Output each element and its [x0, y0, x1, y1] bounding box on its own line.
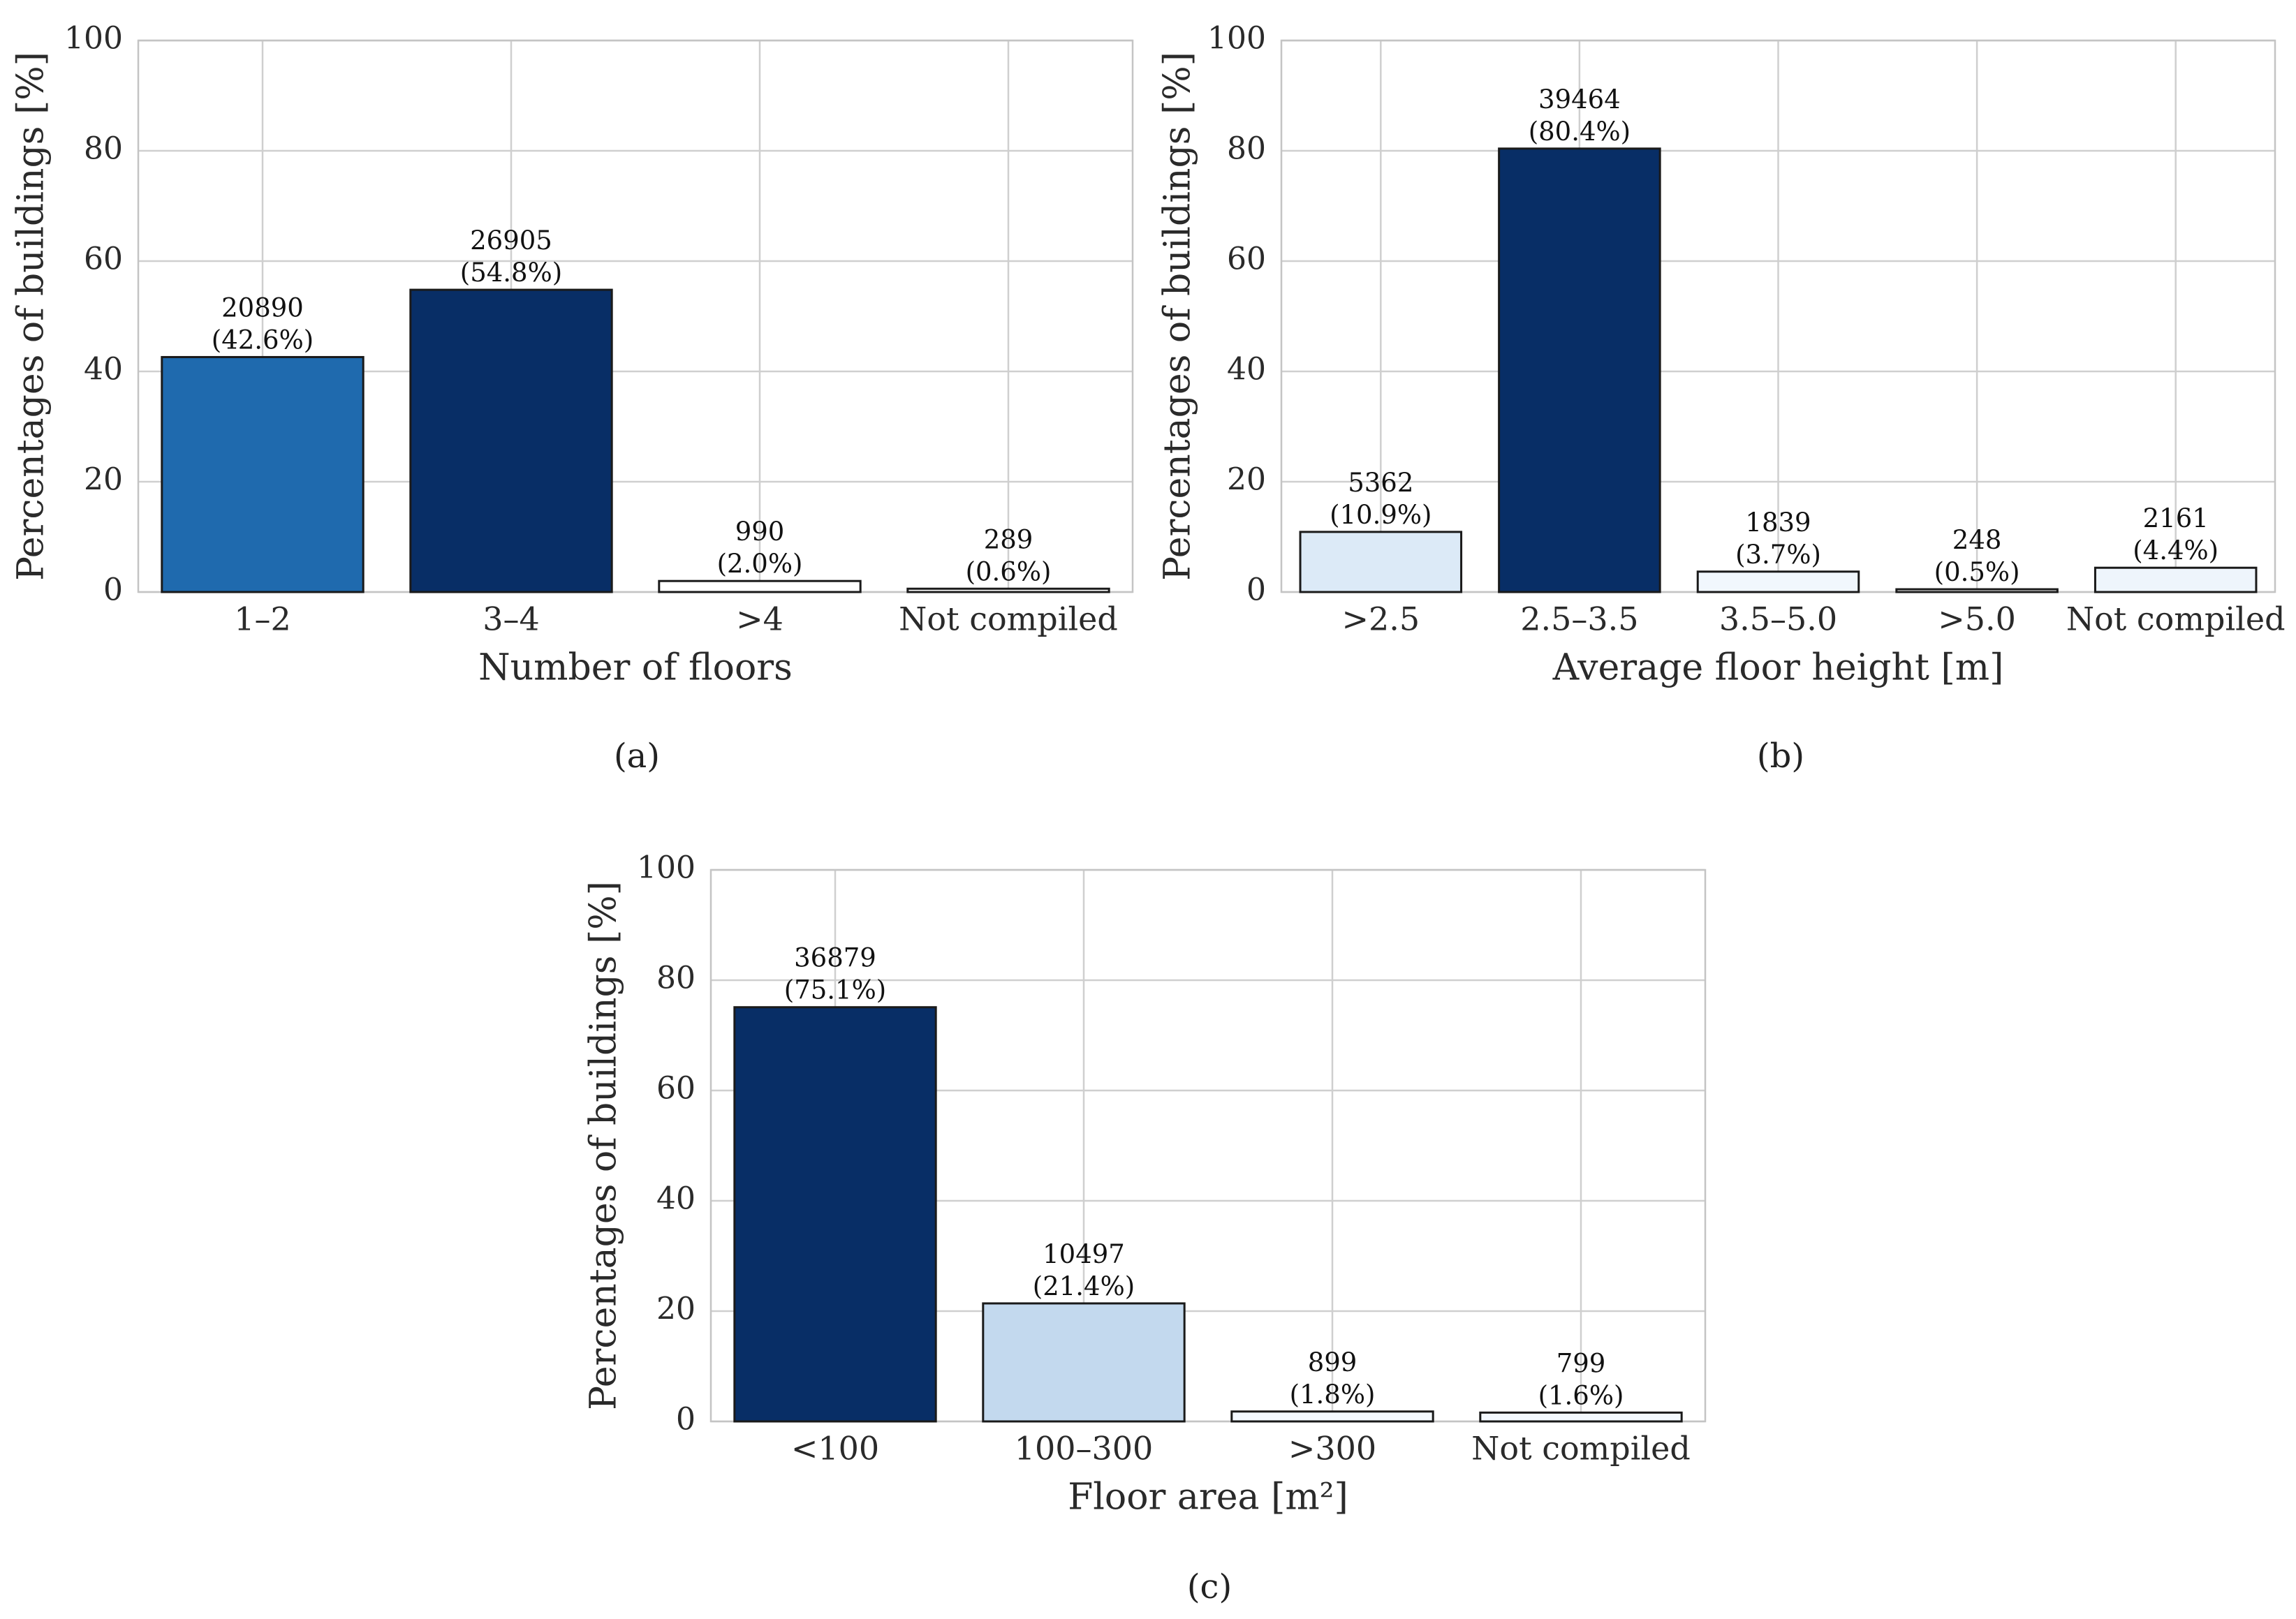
- caption-a: (a): [613, 737, 661, 776]
- bar-percent-label: (1.8%): [1290, 1380, 1376, 1410]
- bar-chart-floors: 0 20 40 60 80 100 20890(42.6%) 1–2 26905(54.8%) 3…: [10, 21, 1134, 689]
- bar: [906, 587, 1110, 593]
- x-tick-label: 1–2: [234, 600, 291, 637]
- bar-count-label: 36879: [794, 943, 876, 973]
- y-tick-label: 0: [1246, 572, 1266, 608]
- bar-percent-label: (54.8%): [460, 258, 562, 288]
- bar-chart-floor-height: 0 20 40 60 80 100 5362(10.9%) >2.5 39464(80.4%) 2…: [1157, 21, 2286, 689]
- bar-count-label: 2161: [2143, 503, 2209, 533]
- x-tick-label: 100–300: [1015, 1429, 1154, 1467]
- bar-percent-label: (0.5%): [1934, 557, 2020, 587]
- x-tick-label: >300: [1288, 1429, 1376, 1467]
- bar: [982, 1302, 1186, 1423]
- bar-count-label: 248: [1952, 525, 2002, 555]
- bar-count-label: 799: [1557, 1348, 1606, 1378]
- y-tick-label: 20: [1227, 462, 1266, 498]
- y-tick-label: 100: [1207, 21, 1266, 57]
- x-tick-label: Not compiled: [899, 600, 1118, 637]
- bar: [658, 579, 862, 593]
- bar-percent-label: (75.1%): [784, 975, 886, 1005]
- bar: [1299, 531, 1463, 593]
- x-tick-label: >4: [736, 600, 783, 637]
- x-axis-label: Number of floors: [478, 647, 793, 689]
- bar: [1895, 588, 2059, 593]
- bar: [1696, 570, 1860, 593]
- bar-count-label: 10497: [1043, 1239, 1125, 1269]
- y-tick-label: 100: [637, 850, 696, 886]
- bar-count-label: 990: [735, 517, 785, 547]
- bar: [409, 288, 613, 593]
- y-tick-label: 60: [656, 1071, 696, 1107]
- y-axis-label: Percentages of buildings [%]: [583, 881, 625, 1410]
- bar: [1498, 147, 1661, 593]
- bar-percent-label: (10.9%): [1330, 500, 1432, 530]
- bar-percent-label: (80.4%): [1529, 117, 1631, 147]
- caption-c: (c): [1186, 1567, 1232, 1606]
- bar: [1479, 1411, 1683, 1423]
- y-tick-label: 20: [84, 462, 123, 498]
- x-tick-label: 2.5–3.5: [1520, 600, 1638, 637]
- x-axis-label: Floor area [m²]: [1068, 1477, 1348, 1518]
- y-tick-label: 60: [1227, 242, 1266, 277]
- bar: [733, 1006, 937, 1423]
- y-tick-label: 20: [656, 1292, 696, 1327]
- plot-frame: [709, 868, 1707, 1423]
- bar: [2093, 566, 2258, 593]
- chart-panel-c: 0 20 40 60 80 100 36879 (75.1%) <100 10497 (21.4%)…: [573, 831, 1725, 1613]
- x-tick-label: 3–4: [483, 600, 540, 637]
- bar-count-label: 289: [984, 524, 1033, 554]
- y-tick-label: 80: [84, 131, 123, 167]
- bar-percent-label: (21.4%): [1033, 1271, 1135, 1301]
- bar-count-label: 899: [1308, 1347, 1357, 1377]
- x-tick-label: 3.5–5.0: [1719, 600, 1837, 637]
- bar: [1230, 1410, 1434, 1423]
- bar-count-label: 1839: [1745, 508, 1811, 538]
- bar: [161, 355, 365, 593]
- y-tick-label: 0: [676, 1402, 696, 1437]
- caption-b: (b): [1756, 737, 1805, 776]
- x-tick-label: Not compiled: [2066, 600, 2286, 637]
- y-tick-label: 80: [1227, 131, 1266, 167]
- bar-percent-label: (2.0%): [717, 549, 803, 579]
- plot-frame: [137, 39, 1134, 593]
- x-tick-label: Not compiled: [1471, 1429, 1691, 1467]
- y-tick-label: 40: [84, 352, 123, 387]
- y-tick-label: 0: [103, 572, 123, 608]
- bar-chart-floor-area: 0 20 40 60 80 100 36879(75.1%) <100 10497(21.4%)…: [583, 850, 1707, 1518]
- x-axis-label: Average floor height [m]: [1552, 647, 2004, 689]
- y-tick-label: 40: [1227, 352, 1266, 387]
- bar-count-label: 26905: [470, 226, 552, 256]
- y-tick-label: 100: [64, 21, 123, 57]
- bar-count-label: 5362: [1348, 468, 1413, 498]
- bar-count-label: 39464: [1538, 84, 1621, 114]
- x-tick-label: >5.0: [1938, 600, 2016, 637]
- y-tick-label: 60: [84, 242, 123, 277]
- bar-percent-label: (1.6%): [1538, 1380, 1624, 1410]
- bar-count-label: 20890: [221, 293, 304, 323]
- chart-panel-a: 0 20 40 60 80 100 20890 (42.6%) 1–2 26905 (54.8%) 3…: [0, 0, 1152, 782]
- y-tick-label: 80: [656, 961, 696, 996]
- x-tick-label: <100: [791, 1429, 879, 1467]
- x-tick-label: >2.5: [1341, 600, 1420, 637]
- bar-percent-label: (42.6%): [212, 325, 314, 355]
- bar-percent-label: (3.7%): [1735, 540, 1821, 570]
- y-axis-label: Percentages of buildings [%]: [10, 52, 52, 581]
- y-tick-label: 40: [656, 1181, 696, 1217]
- bar-percent-label: (0.6%): [966, 556, 1052, 586]
- y-axis-label: Percentages of buildings [%]: [1157, 52, 1199, 581]
- bar-percent-label: (4.4%): [2133, 535, 2218, 565]
- chart-panel-b: 0 20 40 60 80 100 5362 (10.9%) >2.5 39464 (80.4%) 2…: [1152, 0, 2296, 782]
